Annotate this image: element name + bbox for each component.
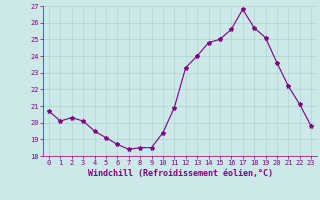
- X-axis label: Windchill (Refroidissement éolien,°C): Windchill (Refroidissement éolien,°C): [87, 169, 273, 178]
